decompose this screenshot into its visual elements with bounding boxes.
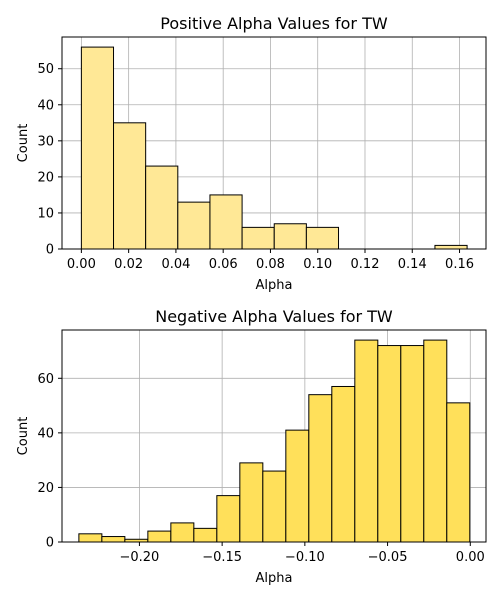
negative-y-tick-label: 40: [37, 426, 54, 441]
negative-y-axis-label: Count: [16, 417, 31, 456]
negative-histogram-bar: [101, 536, 126, 543]
positive-x-axis-label: Alpha: [256, 278, 293, 293]
negative-histogram-bar: [78, 533, 103, 543]
negative-histogram-bar: [377, 345, 402, 543]
negative-x-tick-label: −0.20: [119, 550, 159, 565]
positive-histogram-bar: [177, 201, 211, 250]
negative-histogram-bar: [308, 394, 333, 543]
positive-y-tick-label: 20: [37, 170, 54, 185]
negative-histogram-bar: [446, 402, 471, 543]
negative-histogram-bar: [331, 385, 356, 543]
positive-x-tick-label: 0.00: [67, 257, 96, 272]
negative-histogram-bar: [400, 345, 425, 543]
positive-x-tick-label: 0.12: [351, 257, 380, 272]
negative-histogram-bar: [262, 470, 287, 543]
negative-histogram-bar: [285, 429, 310, 543]
positive-x-tick-label: 0.04: [161, 257, 190, 272]
negative-chart-title: Negative Alpha Values for TW: [155, 307, 393, 326]
positive-x-tick-label: 0.16: [445, 257, 474, 272]
positive-histogram-bar: [305, 226, 340, 250]
negative-histogram-bar: [354, 339, 379, 543]
negative-histogram-bar: [216, 495, 241, 543]
positive-x-ticks: 0.00 0.02 0.04 0.06 0.08 0.10 0.12 0.14 0.16: [67, 249, 474, 272]
positive-axes-frame: [61, 36, 487, 250]
positive-y-tick-label: 50: [37, 62, 54, 77]
positive-histogram-bar: [145, 165, 179, 250]
positive-histogram-bar: [209, 194, 243, 250]
negative-y-ticks: 0 20 40 60: [37, 372, 62, 551]
negative-y-tick-label: 60: [37, 372, 54, 387]
negative-histogram-bar: [239, 462, 264, 543]
negative-bars: [78, 339, 471, 543]
negative-x-tick-label: 0.00: [456, 550, 485, 565]
positive-histogram-bar: [273, 223, 307, 250]
positive-x-tick-label: 0.06: [209, 257, 238, 272]
negative-y-tick-label: 20: [37, 481, 54, 496]
positive-histogram-bar: [241, 226, 275, 250]
positive-x-tick-label: 0.08: [256, 257, 285, 272]
positive-y-tick-label: 10: [37, 206, 54, 221]
positive-x-tick-label: 0.10: [303, 257, 332, 272]
positive-histogram-bar: [434, 244, 468, 250]
positive-y-tick-label: 30: [37, 134, 54, 149]
negative-alpha-histogram: −0.20 −0.15 −0.10 −0.05 0.00 0 20 40 60 Negativ…: [16, 307, 487, 586]
negative-axes-frame: [61, 329, 487, 543]
negative-x-tick-label: −0.10: [285, 550, 325, 565]
negative-histogram-bar: [423, 339, 448, 543]
positive-y-axis-label: Count: [16, 124, 31, 163]
positive-y-ticks: 0 10 20 30 40 50: [37, 62, 62, 258]
positive-histogram-bar: [80, 46, 115, 250]
negative-x-ticks: −0.20 −0.15 −0.10 −0.05 0.00: [119, 542, 485, 565]
positive-y-tick-label: 0: [46, 243, 54, 258]
negative-histogram-bar: [170, 522, 195, 543]
positive-y-tick-label: 40: [37, 98, 54, 113]
negative-y-tick-label: 0: [46, 536, 54, 551]
negative-histogram-bar: [193, 527, 218, 543]
positive-chart-title: Positive Alpha Values for TW: [160, 14, 388, 33]
positive-alpha-histogram: 0.00 0.02 0.04 0.06 0.08 0.10 0.12 0.14 0.16 0 10…: [16, 14, 487, 293]
positive-x-tick-label: 0.02: [114, 257, 143, 272]
positive-histogram-bar: [113, 122, 147, 250]
positive-x-tick-label: 0.14: [398, 257, 427, 272]
negative-x-axis-label: Alpha: [256, 571, 293, 586]
negative-x-tick-label: −0.15: [202, 550, 242, 565]
negative-histogram-bar: [147, 530, 172, 543]
negative-x-tick-label: −0.05: [368, 550, 408, 565]
positive-bars: [80, 46, 468, 250]
